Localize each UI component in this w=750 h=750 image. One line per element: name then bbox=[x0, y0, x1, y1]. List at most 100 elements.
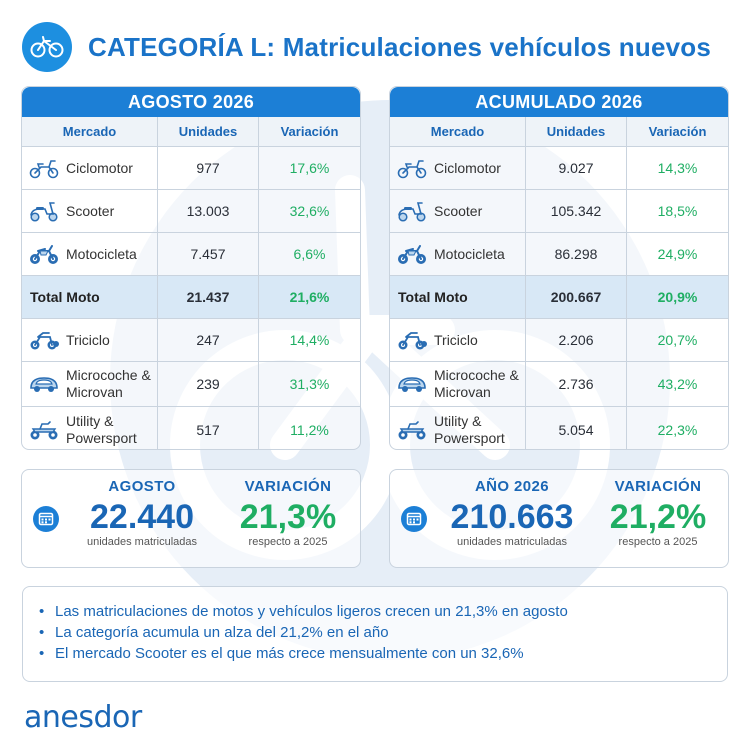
change-cell: 14,3% bbox=[657, 160, 698, 176]
header-change: Variación bbox=[648, 124, 707, 139]
page-title: CATEGORÍA L: Matriculaciones vehículos n… bbox=[88, 31, 712, 62]
summary-heading: VARIACIÓN bbox=[244, 478, 332, 495]
table-row: Ciclomotor 9.027 14,3% bbox=[390, 147, 728, 190]
table-row: Triciclo 2.206 20,7% bbox=[390, 319, 728, 362]
table-row: Utility & Powersport 5.054 22,3% bbox=[390, 407, 728, 449]
change-cell: 43,2% bbox=[657, 376, 698, 392]
market-label: Ciclomotor bbox=[434, 159, 501, 176]
change-cell: 31,3% bbox=[289, 376, 330, 392]
table-row: Ciclomotor 977 17,6% bbox=[22, 147, 360, 190]
motorcycle-icon bbox=[30, 245, 58, 264]
moped-icon bbox=[29, 160, 59, 179]
summary-change-caption: respecto a 2025 bbox=[248, 536, 328, 548]
yearly-change-block: VARIACIÓN 21,2% respecto a 2025 bbox=[590, 478, 726, 548]
summary-units-value: 22.440 bbox=[90, 498, 194, 536]
summary-change-value: 21,3% bbox=[239, 498, 337, 536]
monthly-change-block: VARIACIÓN 21,3% respecto a 2025 bbox=[218, 478, 358, 548]
market-cell: Motocicleta bbox=[390, 233, 526, 275]
header-units: Unidades bbox=[526, 117, 627, 146]
quad-icon bbox=[30, 420, 58, 439]
table-row: Scooter 105.342 18,5% bbox=[390, 190, 728, 233]
change-cell: 14,4% bbox=[289, 332, 330, 348]
calendar-icon bbox=[401, 506, 427, 532]
change-cell: 22,3% bbox=[657, 421, 698, 438]
change-cell: 24,9% bbox=[657, 246, 698, 262]
market-label: Microcoche & Microvan bbox=[66, 367, 151, 400]
microcar-icon bbox=[30, 377, 58, 392]
market-cell: Total Moto bbox=[22, 276, 158, 318]
bicycle-logo-icon bbox=[22, 22, 72, 72]
units-cell: 247 bbox=[158, 319, 259, 361]
units-cell: 86.298 bbox=[526, 233, 627, 275]
monthly-table-body: Ciclomotor 977 17,6% Scooter 13.003 32,6% Moto… bbox=[22, 147, 360, 449]
cumulative-table: ACUMULADO 2026 Mercado Unidades Variació… bbox=[389, 86, 729, 450]
monthly-table-title: AGOSTO 2026 bbox=[22, 87, 360, 117]
market-cell: Scooter bbox=[22, 190, 158, 232]
summary-heading: AÑO 2026 bbox=[474, 478, 550, 495]
units-cell: 239 bbox=[158, 362, 259, 406]
total-row: Total Moto 200.667 20,9% bbox=[390, 276, 728, 319]
market-label: Total Moto bbox=[30, 288, 100, 305]
table-row: Motocicleta 7.457 6,6% bbox=[22, 233, 360, 276]
units-cell: 977 bbox=[158, 147, 259, 189]
units-cell: 13.003 bbox=[158, 190, 259, 232]
summary-units-caption: unidades matriculadas bbox=[86, 536, 198, 548]
list-item: Las matriculaciones de motos y vehículos… bbox=[37, 601, 713, 622]
market-cell: Microcoche & Microvan bbox=[22, 362, 158, 406]
market-cell: Ciclomotor bbox=[22, 147, 158, 189]
units-cell: 2.206 bbox=[526, 319, 627, 361]
yearly-summary-card: AÑO 2026 210.663 unidades matriculadas V… bbox=[389, 469, 729, 568]
units-cell: 2.736 bbox=[526, 362, 627, 406]
units-cell: 105.342 bbox=[526, 190, 627, 232]
summary-heading: AGOSTO bbox=[108, 478, 176, 495]
market-label: Triciclo bbox=[434, 331, 478, 348]
highlights-list: Las matriculaciones de motos y vehículos… bbox=[22, 586, 728, 682]
market-cell: Utility & Powersport bbox=[22, 407, 158, 449]
market-label: Scooter bbox=[434, 202, 483, 219]
tricycle-icon bbox=[398, 332, 427, 350]
units-cell: 9.027 bbox=[526, 147, 627, 189]
market-label: Triciclo bbox=[66, 331, 110, 348]
market-label: Scooter bbox=[66, 202, 115, 219]
market-label: Motocicleta bbox=[434, 245, 505, 262]
list-item: La categoría acumula un alza del 21,2% e… bbox=[37, 622, 713, 643]
units-cell: 5.054 bbox=[526, 407, 627, 449]
change-cell: 20,7% bbox=[657, 332, 698, 348]
summary-heading: VARIACIÓN bbox=[614, 478, 702, 495]
market-label: Motocicleta bbox=[66, 245, 137, 262]
market-cell: Ciclomotor bbox=[390, 147, 526, 189]
yearly-units-block: AÑO 2026 210.663 unidades matriculadas bbox=[434, 478, 590, 548]
change-cell: 6,6% bbox=[293, 246, 326, 262]
summary-change-value: 21,2% bbox=[609, 498, 707, 536]
market-cell: Motocicleta bbox=[22, 233, 158, 275]
change-cell: 18,5% bbox=[657, 203, 698, 219]
moped-icon bbox=[397, 160, 427, 179]
table-row: Utility & Powersport 517 11,2% bbox=[22, 407, 360, 449]
scooter-icon bbox=[398, 202, 426, 222]
change-cell: 32,6% bbox=[289, 203, 330, 219]
units-cell: 517 bbox=[158, 407, 259, 449]
market-cell: Microcoche & Microvan bbox=[390, 362, 526, 406]
header: CATEGORÍA L: Matriculaciones vehículos n… bbox=[22, 22, 711, 72]
units-cell: 21.437 bbox=[158, 276, 259, 318]
cumulative-table-title: ACUMULADO 2026 bbox=[390, 87, 728, 117]
change-cell: 11,2% bbox=[290, 421, 329, 438]
market-cell: Scooter bbox=[390, 190, 526, 232]
list-item: El mercado Scooter es el que más crece m… bbox=[37, 643, 713, 664]
table-row: Microcoche & Microvan 2.736 43,2% bbox=[390, 362, 728, 407]
brand-logo: anesdor bbox=[24, 700, 142, 735]
change-cell: 20,9% bbox=[657, 289, 698, 305]
monthly-table: AGOSTO 2026 Mercado Unidades Variación C… bbox=[21, 86, 361, 450]
market-label: Utility & Powersport bbox=[434, 412, 505, 446]
change-cell: 21,6% bbox=[289, 289, 330, 305]
header-market: Mercado bbox=[390, 117, 526, 146]
table-header: Mercado Unidades Variación bbox=[390, 117, 728, 147]
change-cell: 17,6% bbox=[289, 160, 330, 176]
table-row: Triciclo 247 14,4% bbox=[22, 319, 360, 362]
market-cell: Triciclo bbox=[390, 319, 526, 361]
units-cell: 200.667 bbox=[526, 276, 627, 318]
market-label: Total Moto bbox=[398, 288, 468, 305]
summary-change-caption: respecto a 2025 bbox=[618, 536, 698, 548]
header-change: Variación bbox=[280, 124, 339, 139]
table-row: Microcoche & Microvan 239 31,3% bbox=[22, 362, 360, 407]
